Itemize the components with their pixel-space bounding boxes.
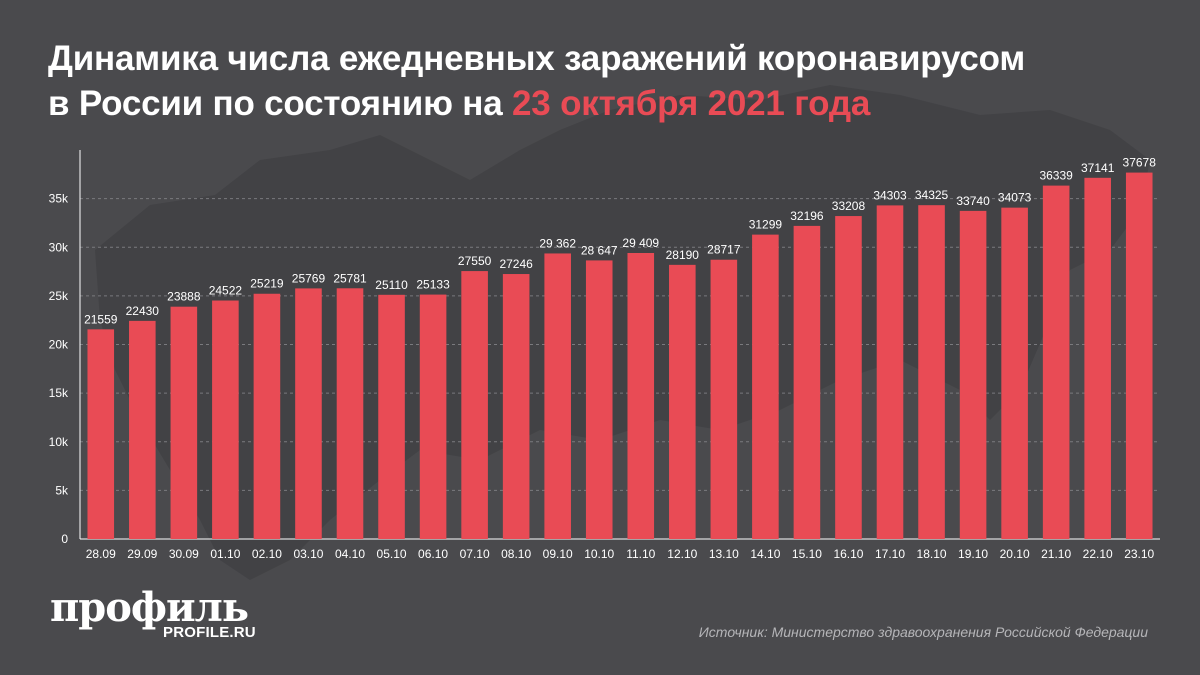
- bar: [1084, 177, 1111, 539]
- bar-value-label: 25769: [292, 271, 326, 285]
- x-tick-label: 23.10: [1124, 547, 1154, 561]
- x-tick-label: 13.10: [709, 547, 739, 561]
- x-tick-label: 20.10: [1000, 547, 1030, 561]
- x-tick-label: 08.10: [501, 547, 531, 561]
- x-tick-label: 09.10: [543, 547, 573, 561]
- bar: [876, 205, 904, 539]
- y-tick-label: 5k: [55, 483, 69, 497]
- bar-value-label: 36339: [1039, 169, 1073, 183]
- title-line-2: в России по состоянию на 23 октября 2021…: [48, 81, 1168, 126]
- bar-value-label: 37678: [1123, 156, 1157, 170]
- bar-value-label: 29 409: [622, 236, 659, 250]
- bar: [336, 288, 364, 539]
- bar-value-label: 22430: [126, 304, 160, 318]
- source-note: Источник: Министерство здравоохранения Р…: [698, 624, 1148, 640]
- bar-value-label: 25133: [416, 278, 450, 292]
- x-tick-label: 14.10: [750, 547, 780, 561]
- bar: [585, 260, 613, 539]
- y-tick-label: 30k: [49, 240, 69, 254]
- bar-value-label: 25110: [375, 278, 408, 292]
- y-tick-label: 0: [61, 532, 68, 546]
- title-line-2-prefix: в России по состоянию на: [48, 84, 513, 123]
- bar-value-label: 27550: [458, 254, 492, 268]
- bar: [1042, 185, 1070, 540]
- x-tick-label: 05.10: [377, 547, 407, 561]
- x-tick-label: 22.10: [1083, 547, 1113, 561]
- bar-value-label: 31299: [749, 218, 783, 232]
- bar-value-label: 34325: [915, 188, 949, 202]
- bar-value-label: 23888: [167, 290, 201, 304]
- bar: [295, 288, 322, 539]
- bar-value-label: 37141: [1081, 161, 1115, 175]
- bar: [212, 300, 239, 539]
- title-line-1: Динамика числа ежедневных заражений коро…: [48, 39, 1026, 78]
- bar-value-label: 34303: [873, 188, 907, 202]
- bar: [752, 234, 779, 539]
- x-tick-label: 02.10: [252, 547, 282, 561]
- bar-value-label: 28190: [666, 248, 700, 262]
- x-tick-label: 17.10: [875, 547, 905, 561]
- bar-value-label: 25781: [333, 271, 367, 285]
- x-tick-label: 16.10: [833, 547, 863, 561]
- bar: [959, 210, 987, 540]
- bar-value-label: 33208: [832, 199, 866, 213]
- x-tick-label: 19.10: [958, 547, 988, 561]
- x-tick-label: 07.10: [460, 547, 490, 561]
- x-tick-label: 28.09: [86, 547, 116, 561]
- bar: [793, 225, 821, 539]
- bar: [918, 205, 945, 539]
- x-tick-label: 12.10: [667, 547, 697, 561]
- bar-value-label: 32196: [790, 209, 824, 223]
- x-tick-label: 30.09: [169, 547, 199, 561]
- x-tick-label: 01.10: [210, 547, 240, 561]
- bar-value-label: 25219: [250, 277, 284, 291]
- chart-title: Динамика числа ежедневных заражений коро…: [48, 36, 1168, 126]
- x-tick-label: 15.10: [792, 547, 822, 561]
- y-tick-label: 10k: [49, 435, 69, 449]
- y-tick-label: 25k: [49, 289, 69, 303]
- bar-value-label: 29 362: [539, 236, 576, 250]
- bar: [461, 271, 488, 539]
- x-tick-label: 11.10: [626, 547, 655, 561]
- bar: [1125, 172, 1153, 539]
- bar-value-label: 27246: [499, 257, 533, 271]
- title-date-highlight: 23 октября 2021 года: [512, 84, 871, 123]
- x-tick-label: 18.10: [917, 547, 947, 561]
- bar: [87, 329, 115, 539]
- bar-value-label: 24522: [209, 284, 243, 298]
- bar: [544, 253, 571, 540]
- x-tick-label: 10.10: [584, 547, 614, 561]
- bar: [170, 306, 198, 539]
- bar: [129, 320, 156, 539]
- bar: [253, 293, 281, 539]
- bar: [419, 294, 447, 539]
- x-tick-label: 06.10: [418, 547, 448, 561]
- bar-value-label: 28 647: [581, 243, 618, 257]
- bar-value-label: 21559: [84, 312, 118, 326]
- profil-logo: профиль: [50, 584, 249, 631]
- bar: [710, 259, 738, 539]
- y-tick-label: 35k: [49, 192, 69, 206]
- bar: [835, 216, 862, 540]
- bar: [1001, 207, 1028, 539]
- y-tick-label: 20k: [49, 338, 69, 352]
- bar: [669, 264, 696, 539]
- bar-value-label: 33740: [956, 194, 990, 208]
- x-tick-label: 04.10: [335, 547, 365, 561]
- y-tick-label: 15k: [49, 386, 69, 400]
- x-tick-label: 03.10: [293, 547, 323, 561]
- bar: [627, 252, 655, 539]
- x-tick-label: 29.09: [127, 547, 157, 561]
- profil-logo-url: PROFILE.RU: [163, 624, 256, 641]
- bar: [502, 274, 530, 539]
- bar: [378, 294, 405, 539]
- x-tick-label: 21.10: [1041, 547, 1071, 561]
- bar-value-label: 28717: [707, 243, 741, 257]
- bar-value-label: 34073: [998, 191, 1032, 205]
